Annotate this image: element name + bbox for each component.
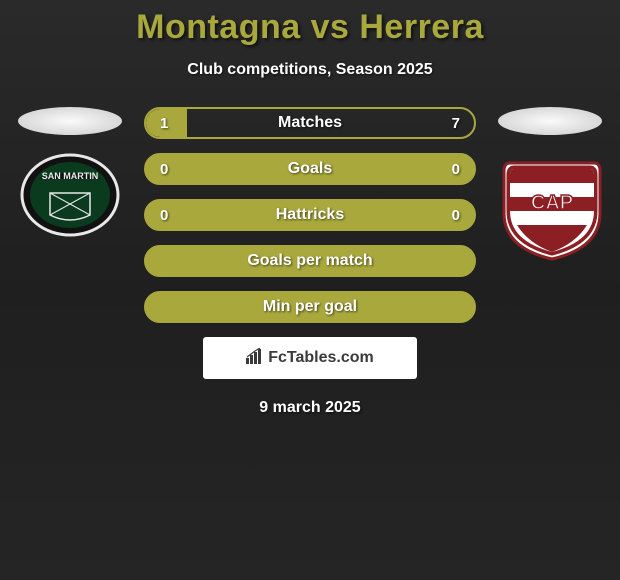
team-crest-left: SAN MARTIN: [20, 153, 120, 237]
stat-bar-goals: 00Goals: [144, 153, 476, 185]
stat-label: Goals per match: [146, 252, 474, 270]
date-line: 9 march 2025: [144, 399, 476, 417]
chart-icon: [246, 348, 264, 369]
stat-bar-goals-per-match: Goals per match: [144, 245, 476, 277]
brand-text: FcTables.com: [268, 349, 374, 367]
cap-crest-icon: CAP: [500, 153, 604, 263]
stat-bar-min-per-goal: Min per goal: [144, 291, 476, 323]
svg-text:CAP: CAP: [531, 192, 573, 214]
stat-label: Hattricks: [146, 206, 474, 224]
right-player-column: CAP: [488, 107, 612, 237]
svg-text:SAN MARTIN: SAN MARTIN: [42, 171, 99, 181]
team-crest-right: CAP: [500, 153, 600, 237]
subtitle: Club competitions, Season 2025: [0, 61, 620, 79]
content-row: SAN MARTIN 17Matches 00Goals 00Hattricks Go…: [0, 107, 620, 417]
player-placeholder-left: [18, 107, 122, 135]
page-title: Montagna vs Herrera: [0, 8, 620, 47]
stat-label: Goals: [146, 160, 474, 178]
san-martin-crest-icon: SAN MARTIN: [20, 153, 120, 237]
brand-box[interactable]: FcTables.com: [203, 337, 417, 379]
stat-bar-matches: 17Matches: [144, 107, 476, 139]
player-placeholder-right: [498, 107, 602, 135]
stat-bar-hattricks: 00Hattricks: [144, 199, 476, 231]
stat-label: Matches: [146, 114, 474, 132]
left-player-column: SAN MARTIN: [8, 107, 132, 237]
comparison-card: Montagna vs Herrera Club competitions, S…: [0, 0, 620, 417]
stat-label: Min per goal: [146, 298, 474, 316]
stats-column: 17Matches 00Goals 00Hattricks Goals per mat…: [132, 107, 488, 417]
